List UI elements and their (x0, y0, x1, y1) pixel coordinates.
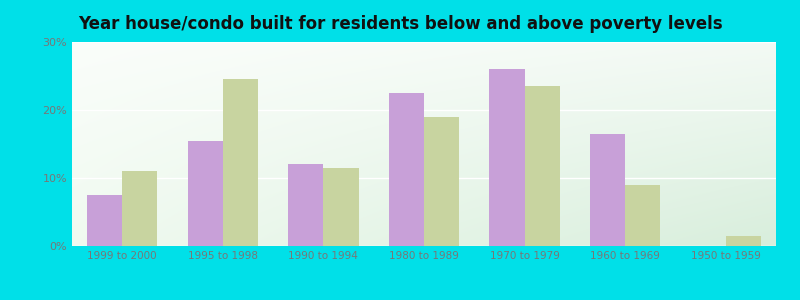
Bar (288, 164, 323, 246)
Bar (726, 236, 761, 246)
Bar (122, 171, 158, 246)
Bar (323, 168, 358, 246)
Bar (490, 69, 525, 246)
Text: Year house/condo built for residents below and above poverty levels: Year house/condo built for residents bel… (78, 15, 722, 33)
Bar (625, 185, 660, 246)
Bar (87, 195, 122, 246)
Bar (223, 80, 258, 246)
Bar (590, 134, 625, 246)
Bar (188, 141, 223, 246)
Bar (389, 93, 424, 246)
Bar (424, 117, 459, 246)
Bar (525, 86, 560, 246)
